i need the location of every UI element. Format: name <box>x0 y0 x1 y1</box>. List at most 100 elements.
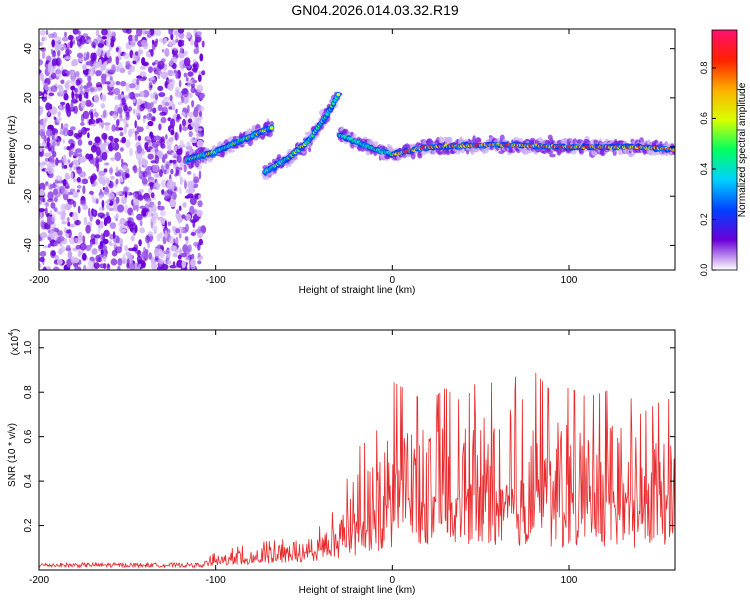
spectrogram-noise-blob <box>57 111 61 118</box>
spectrogram-noise-blob <box>130 235 135 242</box>
spectrogram-noise-blob <box>70 150 74 156</box>
spectrogram-noise-blob <box>39 59 44 66</box>
spectrogram-noise-blob <box>167 221 172 226</box>
spectrogram-noise-blob <box>60 101 66 106</box>
spectrogram-noise-blob <box>46 141 50 148</box>
colorbar-tick-label: 0.4 <box>699 163 709 176</box>
spectrogram-noise-blob <box>40 232 48 239</box>
spectrogram-noise-blob <box>169 199 177 208</box>
spectrogram-noise-blob <box>60 122 64 130</box>
spectrogram-noise-blob <box>168 29 173 35</box>
spectrogram-noise-blob <box>125 251 131 257</box>
spectrogram-noise-blob <box>117 204 125 213</box>
spectrogram-noise-blob <box>95 181 98 186</box>
spectrogram-noise-blob <box>134 225 138 234</box>
spectrogram-noise-blob <box>39 256 45 263</box>
spectrogram-noise-blob <box>91 65 96 72</box>
spectrogram-noise-blob <box>47 191 54 201</box>
spectrogram-noise-blob <box>175 249 179 254</box>
colorbar-ticks: 0.0 0.2 0.4 0.6 0.8 <box>699 62 716 276</box>
spectrogram-noise-blob <box>175 35 179 42</box>
spectrogram-noise-blob <box>62 72 68 77</box>
snr-ytick-label: 0.2 <box>23 518 34 532</box>
spectrogram-noise-blob <box>80 250 84 255</box>
spectrogram-noise-blob <box>84 127 90 131</box>
spectrogram-noise-blob <box>176 154 182 163</box>
spectrogram-noise-blob <box>52 151 57 158</box>
spectrogram-noise-blob <box>158 123 162 131</box>
spectrogram-noise-blob <box>90 175 95 185</box>
spectrogram-noise-blob <box>109 222 117 230</box>
spectrogram-noise-blob <box>39 69 42 74</box>
spectrogram-noise-blob <box>93 94 100 103</box>
spectrogram-noise-blob <box>98 59 102 68</box>
spectrogram-noise-blob <box>181 214 186 219</box>
spectrogram-noise-blob <box>155 182 159 186</box>
spectrogram-noise-blob <box>142 76 148 80</box>
spectrogram-noise-blob <box>171 39 176 46</box>
spectrogram-noise-blob <box>175 236 179 246</box>
spectrogram-noise-blob <box>95 146 101 156</box>
spectrogram-noise-blob <box>88 207 91 217</box>
spectrogram-noise-blob <box>39 263 42 269</box>
spectrogram-noise-blob <box>108 79 115 88</box>
spectrogram-ridge-core <box>269 126 274 130</box>
spectrogram-noise-blob <box>178 248 182 254</box>
spectrogram-noise-blob <box>137 49 142 57</box>
spectrogram-noise-blob <box>175 86 180 93</box>
spectrogram-halo-blob <box>350 131 354 136</box>
spectrogram-noise-blob <box>183 57 191 67</box>
spectrogram-noise-blob <box>76 189 80 193</box>
spectrogram-noise-blob <box>104 81 111 85</box>
spectrogram-noise-blob <box>58 104 62 110</box>
spectrogram-noise-blob <box>170 47 178 51</box>
spectrogram-noise-blob <box>54 36 62 43</box>
spectrogram-noise-blob <box>125 139 131 149</box>
spectrogram-noise-blob <box>83 91 89 99</box>
spectrogram-noise-blob <box>135 108 141 117</box>
spectrogram-noise-blob <box>105 211 110 217</box>
spectrogram-noise-blob <box>147 146 153 150</box>
spectrogram-noise-blob <box>65 233 69 238</box>
snr-ytick-label: 0.6 <box>23 429 34 443</box>
spectrogram-noise-blob <box>97 43 105 48</box>
spectrogram-noise-blob <box>98 121 102 128</box>
spectrogram-noise-blob <box>87 39 93 44</box>
spectrogram-noise-blob <box>192 79 197 84</box>
spectrogram-noise-blob <box>139 65 147 70</box>
spectrogram-noise-blob <box>154 135 161 141</box>
spectrogram-noise-blob <box>141 29 147 36</box>
colorbar-tick-label: 0.2 <box>699 213 709 226</box>
spectrogram-noise-blob <box>191 67 198 72</box>
spectrogram-noise-blob <box>134 190 142 200</box>
spectrogram-noise-blob <box>95 29 100 37</box>
spectrogram-halo-blob <box>350 143 355 149</box>
spectrogram-halo-blob <box>584 140 591 144</box>
spectrogram-noise-blob <box>79 242 87 251</box>
spectrogram-noise-blob <box>103 122 111 126</box>
spectrogram-noise-blob <box>55 175 63 182</box>
spectrogram-noise-blob <box>51 39 55 48</box>
spectrogram-noise-blob <box>68 34 74 41</box>
spectrogram-noise-blob <box>79 90 84 95</box>
spectrogram-noise-blob <box>78 95 82 100</box>
spectrogram-noise-blob <box>196 84 204 93</box>
spectrogram-noise-blob <box>73 178 78 182</box>
spectrogram-ylabel: Frequency (Hz) <box>7 116 18 185</box>
spectrogram-noise-blob <box>197 131 203 138</box>
spectrogram-noise-blob <box>159 111 167 117</box>
spectrogram-noise-blob <box>72 159 79 166</box>
spectrogram-noise-blob <box>154 93 159 101</box>
spectrogram-noise-blob <box>40 72 44 82</box>
spectrogram-noise-blob <box>86 266 94 270</box>
spectrogram-halo-blob <box>438 136 444 143</box>
spectrogram-noise-blob <box>196 36 201 43</box>
spectrogram-noise-blob <box>39 106 44 115</box>
spectrogram-noise-blob <box>117 107 123 114</box>
spectrogram-noise-blob <box>98 175 104 184</box>
spectrogram-noise-blob <box>75 79 81 86</box>
spectrogram-noise-blob <box>87 75 92 83</box>
spectrogram-noise-blob <box>74 266 82 270</box>
spectrogram-noise-blob <box>169 264 177 269</box>
